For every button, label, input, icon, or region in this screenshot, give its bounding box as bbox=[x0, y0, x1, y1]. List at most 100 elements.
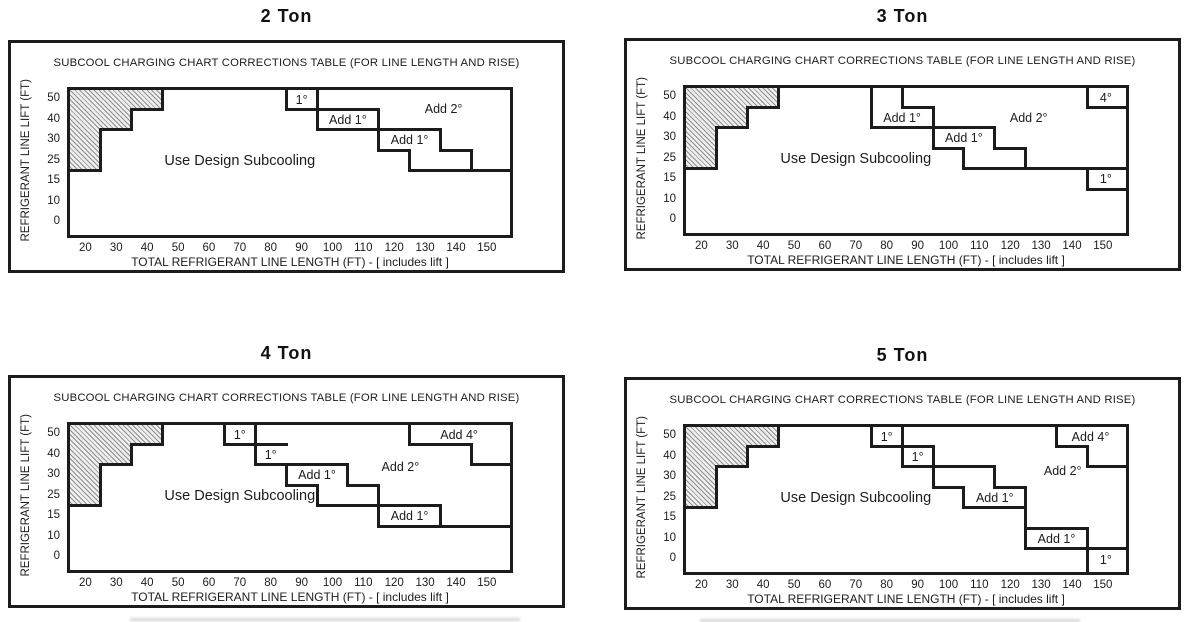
x-tick-label: 120 bbox=[1000, 240, 1020, 252]
boundary-segment bbox=[715, 465, 719, 510]
x-axis-label: TOTAL REFRIGERANT LINE LENGTH (FT) - [ i… bbox=[747, 253, 1065, 267]
region-label: Add 1° bbox=[945, 131, 983, 145]
boundary-segment bbox=[315, 483, 319, 508]
boundary-segment bbox=[715, 126, 750, 130]
y-tick-label: 30 bbox=[663, 131, 676, 143]
cropped-text-artifact bbox=[700, 619, 1080, 622]
chart-subtitle: SUBCOOL CHARGING CHART CORRECTIONS TABLE… bbox=[53, 392, 520, 404]
region-label: Add 1° bbox=[390, 509, 429, 523]
boundary-segment bbox=[993, 126, 997, 150]
region-label: Add 2° bbox=[1009, 110, 1048, 125]
x-tick-label: 140 bbox=[446, 577, 466, 589]
y-tick-label: 40 bbox=[663, 449, 676, 462]
region-label: 1° bbox=[880, 429, 893, 444]
boundary-segment bbox=[993, 465, 997, 489]
y-tick-label: 0 bbox=[53, 215, 60, 227]
boundary-segment bbox=[1085, 187, 1128, 191]
x-tick-label: 130 bbox=[415, 577, 435, 589]
boundary-segment bbox=[161, 88, 165, 111]
boundary-segment bbox=[377, 483, 381, 528]
boundary-segment bbox=[253, 423, 257, 467]
y-tick-label: 30 bbox=[663, 470, 676, 482]
x-tick-label: 60 bbox=[202, 242, 216, 254]
x-tick-label: 40 bbox=[756, 579, 770, 591]
boundary-segment bbox=[284, 88, 288, 111]
boundary-segment bbox=[377, 524, 512, 528]
region-label: Use Design Subcooling bbox=[164, 487, 316, 504]
x-tick-label: 90 bbox=[911, 579, 924, 591]
x-tick-label: 120 bbox=[384, 577, 404, 589]
x-tick-label: 20 bbox=[694, 240, 708, 252]
x-tick-label: 90 bbox=[295, 242, 308, 254]
boundary-segment bbox=[130, 442, 165, 446]
boundary-segment bbox=[777, 425, 781, 448]
boundary-segment bbox=[900, 105, 935, 109]
boundary-segment bbox=[377, 107, 381, 152]
region-label: Add 1° bbox=[329, 112, 367, 127]
boundary-segment bbox=[253, 463, 350, 467]
boundary-segment bbox=[377, 148, 412, 152]
y-tick-label: 25 bbox=[663, 151, 676, 164]
x-tick-label: 130 bbox=[1031, 579, 1051, 591]
boundary-segment bbox=[931, 485, 966, 489]
region-label: Add 4° bbox=[1071, 429, 1110, 444]
boundary-segment bbox=[900, 465, 997, 469]
y-tick-label: 15 bbox=[47, 509, 60, 521]
boundary-segment bbox=[99, 463, 134, 467]
boundary-segment bbox=[99, 128, 103, 173]
y-tick-label: 50 bbox=[47, 92, 60, 104]
y-tick-label: 40 bbox=[47, 112, 60, 125]
region-label: Add 2° bbox=[381, 459, 420, 474]
x-tick-label: 140 bbox=[446, 242, 466, 254]
x-tick-label: 140 bbox=[1062, 240, 1082, 252]
boundary-segment bbox=[1085, 167, 1089, 191]
boundary-segment bbox=[777, 86, 781, 109]
x-tick-label: 100 bbox=[938, 240, 959, 252]
y-tick-label: 25 bbox=[663, 490, 676, 503]
y-tick-label: 50 bbox=[663, 429, 676, 441]
x-tick-label: 150 bbox=[477, 577, 497, 589]
boundary-segment bbox=[746, 105, 781, 109]
region-label: Add 1° bbox=[975, 490, 1014, 505]
x-tick-label: 120 bbox=[1000, 579, 1020, 591]
x-tick-label: 50 bbox=[787, 240, 801, 252]
boundary-segment bbox=[869, 425, 873, 448]
chart-title-3ton: 3 Ton bbox=[876, 6, 929, 26]
y-tick-label: 10 bbox=[47, 194, 60, 207]
x-tick-label: 50 bbox=[171, 242, 185, 254]
boundary-segment bbox=[1024, 526, 1089, 530]
chart-subtitle: SUBCOOL CHARGING CHART CORRECTIONS TABLE… bbox=[669, 55, 1136, 67]
y-tick-label: 10 bbox=[663, 531, 676, 544]
chart-3ton: SUBCOOL CHARGING CHART CORRECTIONS TABLE… bbox=[624, 38, 1181, 271]
region-label: Add 2° bbox=[424, 102, 463, 117]
region-label: Use Design Subcooling bbox=[780, 489, 932, 506]
x-tick-label: 90 bbox=[295, 577, 308, 589]
y-tick-label: 15 bbox=[663, 511, 676, 523]
x-tick-label: 100 bbox=[322, 577, 343, 589]
boundary-segment bbox=[130, 107, 134, 132]
x-tick-label: 70 bbox=[233, 577, 247, 589]
boundary-segment bbox=[993, 485, 1028, 489]
y-tick-label: 30 bbox=[47, 468, 60, 480]
x-tick-label: 80 bbox=[264, 577, 278, 589]
x-tick-label: 20 bbox=[694, 579, 708, 591]
x-tick-label: 130 bbox=[1031, 240, 1051, 252]
y-tick-label: 30 bbox=[47, 133, 60, 145]
boundary-segment bbox=[99, 463, 103, 508]
x-tick-label: 100 bbox=[938, 579, 959, 591]
boundary-segment bbox=[439, 504, 442, 528]
region-label: Add 1° bbox=[1037, 531, 1076, 546]
boundary-segment bbox=[130, 442, 134, 467]
boundary-segment bbox=[962, 167, 1128, 171]
boundary-segment bbox=[469, 463, 512, 467]
x-tick-label: 150 bbox=[1093, 579, 1113, 591]
boundary-segment bbox=[68, 504, 103, 508]
boundary-segment bbox=[746, 444, 781, 448]
boundary-segment bbox=[408, 423, 412, 446]
x-tick-label: 50 bbox=[171, 577, 185, 589]
x-tick-label: 100 bbox=[322, 242, 343, 254]
boundary-segment bbox=[346, 483, 381, 487]
x-tick-label: 110 bbox=[354, 242, 373, 254]
x-tick-label: 80 bbox=[880, 240, 894, 252]
x-tick-label: 60 bbox=[818, 579, 832, 591]
